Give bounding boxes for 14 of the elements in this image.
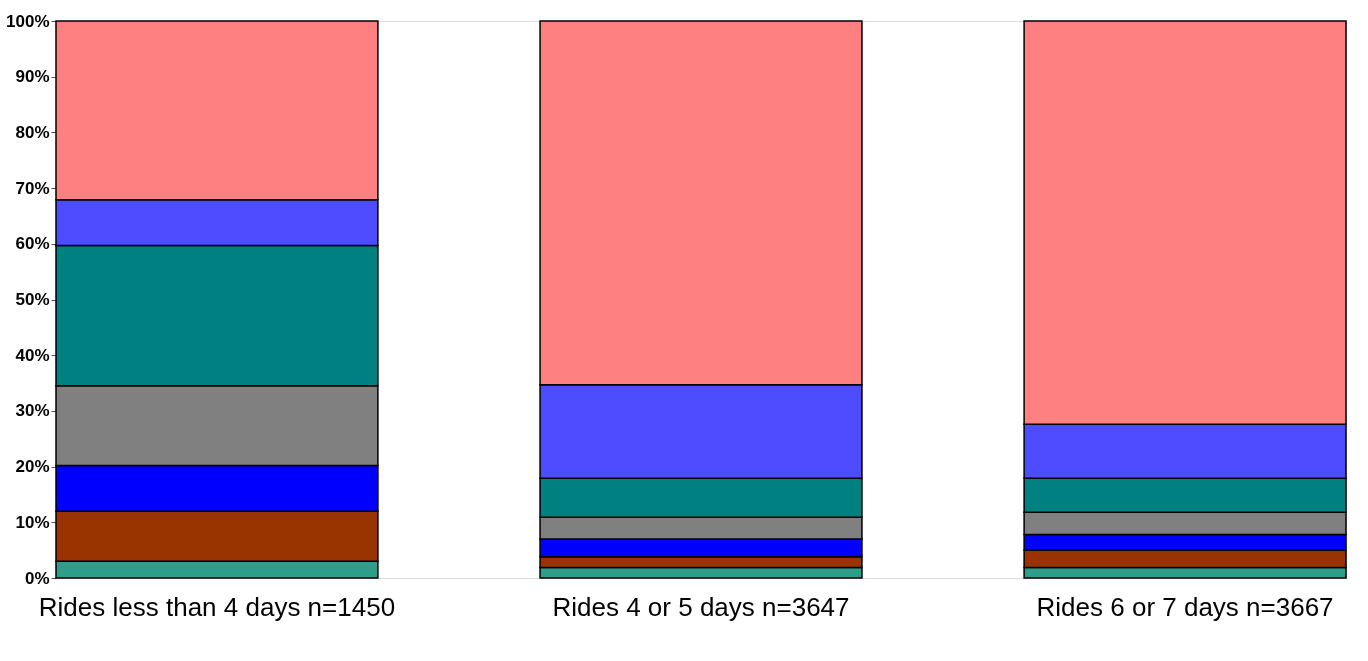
y-tick-label: 20% [15, 457, 50, 477]
x-tick-label: Rides 4 or 5 days n=3647 [552, 591, 850, 622]
x-tick-label: Rides less than 4 days n=1450 [38, 591, 396, 622]
x-tick-label: Rides 6 or 7 days n=3667 [1036, 591, 1334, 622]
y-tick-label: 50% [15, 290, 50, 309]
y-tick-label: 40% [15, 345, 50, 365]
y-tick-label: 60% [15, 234, 50, 254]
y-tick-label: 100% [6, 11, 50, 31]
y-tick-label: 10% [15, 512, 50, 532]
y-tick-label: 80% [15, 122, 50, 142]
y-tick-label: 90% [15, 67, 50, 87]
y-tick-label: 70% [15, 178, 50, 198]
y-tick-label: 0% [24, 568, 50, 588]
y-tick-label: 30% [15, 401, 50, 421]
